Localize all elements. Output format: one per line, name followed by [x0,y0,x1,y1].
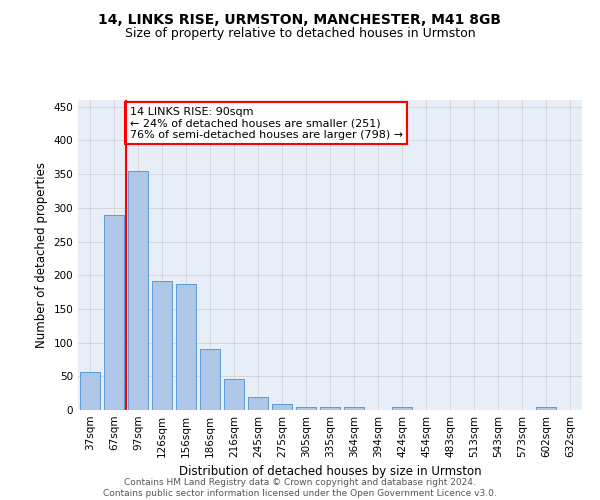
Bar [80,372,100,410]
Bar [320,406,340,410]
Bar [104,214,124,410]
Bar [248,397,268,410]
Bar [176,284,196,410]
Bar [152,280,172,410]
Bar [128,171,148,410]
Text: Contains HM Land Registry data © Crown copyright and database right 2024.
Contai: Contains HM Land Registry data © Crown c… [103,478,497,498]
Bar [272,404,292,410]
Bar [392,406,412,410]
Bar [536,406,556,410]
Bar [224,379,244,410]
Text: 14 LINKS RISE: 90sqm
← 24% of detached houses are smaller (251)
76% of semi-deta: 14 LINKS RISE: 90sqm ← 24% of detached h… [130,106,403,140]
Text: 14, LINKS RISE, URMSTON, MANCHESTER, M41 8GB: 14, LINKS RISE, URMSTON, MANCHESTER, M41… [98,12,502,26]
Bar [200,348,220,410]
Text: Size of property relative to detached houses in Urmston: Size of property relative to detached ho… [125,28,475,40]
Bar [296,406,316,410]
Bar [344,406,364,410]
Y-axis label: Number of detached properties: Number of detached properties [35,162,48,348]
X-axis label: Distribution of detached houses by size in Urmston: Distribution of detached houses by size … [179,466,481,478]
